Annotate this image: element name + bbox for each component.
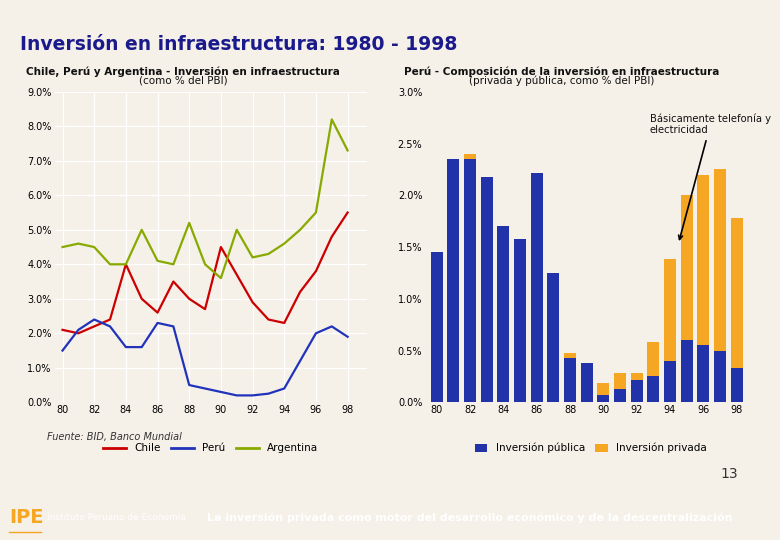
Bar — [431, 252, 443, 402]
Text: Fuente: BID, Banco Mundial: Fuente: BID, Banco Mundial — [47, 432, 182, 442]
Bar — [731, 368, 743, 402]
Bar — [714, 350, 726, 402]
Bar — [614, 373, 626, 389]
Text: 13: 13 — [721, 467, 738, 481]
Bar — [614, 389, 626, 402]
Bar — [597, 383, 609, 395]
Bar — [564, 353, 576, 358]
Bar — [647, 342, 659, 376]
Bar — [464, 159, 476, 402]
Text: IPE: IPE — [9, 508, 44, 527]
Text: La inversión privada como motor del desarrollo económico y de la descentralizaci: La inversión privada como motor del desa… — [207, 512, 732, 523]
Bar — [597, 395, 609, 402]
Bar — [714, 170, 726, 350]
Bar — [681, 195, 693, 340]
Text: (privada y pública, como % del PBI): (privada y pública, como % del PBI) — [469, 75, 654, 86]
Text: Instituto Peruano de Economía: Instituto Peruano de Economía — [47, 513, 186, 522]
Legend: Chile, Perú, Argentina: Chile, Perú, Argentina — [99, 440, 322, 457]
Bar — [631, 373, 643, 380]
Bar — [697, 346, 709, 402]
Bar — [580, 363, 593, 402]
Bar — [514, 239, 526, 402]
Bar — [631, 380, 643, 402]
Bar — [530, 172, 543, 402]
Legend: Inversión pública, Inversión privada: Inversión pública, Inversión privada — [470, 439, 711, 457]
Text: Básicamente telefonía y
electricidad: Básicamente telefonía y electricidad — [650, 113, 771, 239]
Text: (como % del PBI): (como % del PBI) — [139, 76, 228, 86]
Bar — [697, 174, 709, 346]
Text: Perú - Composición de la inversión en infraestructura: Perú - Composición de la inversión en in… — [404, 66, 719, 77]
Bar — [647, 376, 659, 402]
Bar — [498, 226, 509, 402]
Text: Chile, Perú y Argentina - Inversión en infraestructura: Chile, Perú y Argentina - Inversión en i… — [27, 66, 340, 77]
Bar — [731, 218, 743, 368]
Bar — [664, 260, 676, 361]
Bar — [564, 358, 576, 402]
Bar — [464, 154, 476, 159]
Bar — [480, 177, 493, 402]
Bar — [664, 361, 676, 402]
Text: Inversión en infraestructura: 1980 - 1998: Inversión en infraestructura: 1980 - 199… — [20, 35, 457, 54]
Bar — [681, 340, 693, 402]
Bar — [448, 159, 459, 402]
Bar — [548, 273, 559, 402]
